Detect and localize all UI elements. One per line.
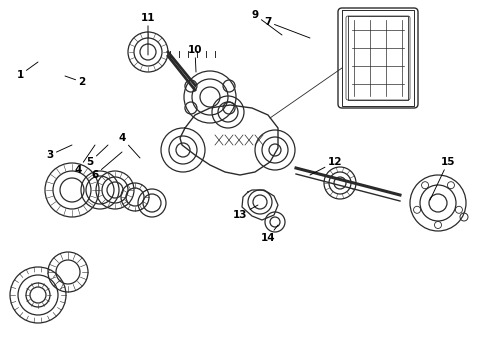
Text: 4: 4	[74, 145, 95, 175]
Text: 12: 12	[310, 157, 342, 175]
Text: 11: 11	[141, 13, 155, 55]
Text: 4: 4	[118, 133, 140, 158]
Text: 2: 2	[65, 76, 86, 87]
Text: 13: 13	[233, 205, 258, 220]
Text: 10: 10	[188, 45, 202, 72]
Text: 15: 15	[430, 157, 455, 200]
Text: 1: 1	[16, 62, 38, 80]
Text: 9: 9	[251, 10, 282, 35]
Text: 7: 7	[264, 17, 310, 38]
Text: 6: 6	[91, 152, 122, 180]
Text: 3: 3	[47, 145, 72, 160]
Text: 14: 14	[261, 225, 278, 243]
Text: 5: 5	[86, 145, 108, 167]
